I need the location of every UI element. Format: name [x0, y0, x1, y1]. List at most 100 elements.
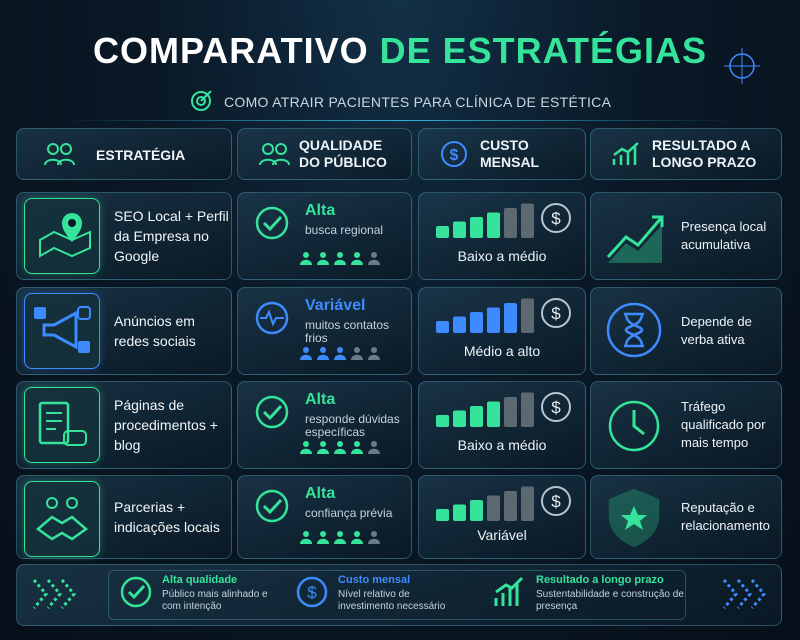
dollar-icon: $ — [541, 392, 571, 422]
row-cell — [237, 475, 412, 559]
person-icon — [334, 347, 346, 360]
header-label: CUSTO MENSAL — [480, 137, 540, 170]
person-icon — [368, 531, 380, 544]
dollar-icon: $ — [541, 486, 571, 516]
cost-level — [436, 486, 534, 521]
title: COMPARATIVO DE ESTRATÉGIAS — [0, 30, 800, 72]
person-head — [354, 252, 360, 258]
person-body — [317, 448, 329, 454]
cost-label: Baixo a médio — [457, 248, 547, 264]
person-body — [368, 538, 380, 544]
person-body — [368, 448, 380, 454]
cost-bar — [436, 321, 449, 333]
quality-note: busca regional — [305, 223, 384, 237]
row-cell — [590, 381, 782, 469]
svg-text:$: $ — [551, 304, 561, 323]
person-body — [351, 259, 363, 265]
cost-bar — [521, 392, 534, 427]
cost-bar — [436, 509, 449, 521]
person-icon — [300, 347, 312, 360]
person-body — [334, 354, 346, 360]
row-cell — [590, 192, 782, 280]
person-head — [303, 531, 309, 537]
person-body — [317, 538, 329, 544]
result-icon — [606, 215, 664, 263]
person-icon — [351, 347, 363, 360]
person-head — [303, 252, 309, 258]
quality-note: responde dúvidas específicas — [305, 412, 400, 439]
row-cell — [590, 287, 782, 375]
person-body — [368, 259, 380, 265]
cost-label: Médio a alto — [463, 343, 541, 359]
person-body — [351, 354, 363, 360]
legend-icon — [120, 576, 152, 608]
person-head — [303, 347, 309, 353]
audience-level — [300, 252, 380, 265]
subtitle: COMO ATRAIR PACIENTES PARA CLÍNICA DE ES… — [224, 94, 612, 110]
cost-bar — [504, 397, 517, 427]
person-body — [351, 538, 363, 544]
person-head — [337, 531, 343, 537]
header-cell — [418, 128, 586, 180]
quality-icon — [255, 395, 289, 429]
strategy-name: Anúncios em redes sociais — [114, 313, 196, 349]
person-icon — [300, 531, 312, 544]
person-icon — [317, 531, 329, 544]
person-body — [317, 354, 329, 360]
header-label: QUALIDADE DO PÚBLICO — [299, 137, 387, 170]
person-head — [371, 441, 377, 447]
person-body — [368, 354, 380, 360]
quality-note: muitos contatos frios — [305, 318, 390, 345]
quality-icon — [255, 301, 289, 335]
cost-label: Baixo a médio — [457, 437, 547, 453]
person-head — [371, 252, 377, 258]
person-head — [303, 441, 309, 447]
cost-bar — [487, 212, 500, 238]
person-icon — [351, 531, 363, 544]
person-body — [317, 259, 329, 265]
cost-level — [436, 392, 534, 427]
cost-bar — [470, 217, 483, 238]
person-icon — [317, 347, 329, 360]
header-icon — [612, 142, 639, 165]
cost-bar — [436, 415, 449, 427]
result-icon — [608, 400, 660, 452]
person-icon — [317, 441, 329, 454]
cost-bar — [470, 312, 483, 333]
strategy-name: Parcerias + indicações locais — [114, 499, 220, 535]
header-icon — [259, 143, 290, 166]
legend-inner — [108, 570, 686, 620]
cost-bar — [504, 491, 517, 521]
svg-text:$: $ — [551, 492, 561, 511]
header-cell — [237, 128, 412, 180]
person-icon — [334, 441, 346, 454]
cost-bar — [453, 221, 466, 238]
person-head — [320, 441, 326, 447]
header-icon — [44, 143, 75, 166]
header-cell — [590, 128, 782, 180]
legend-title: Resultado a longo prazo — [536, 574, 664, 586]
person-head — [320, 531, 326, 537]
legend-text: Sustentabilidade e construção de presenç… — [536, 589, 684, 612]
dollar-icon: $ — [541, 298, 571, 328]
person-head — [337, 441, 343, 447]
cost-bar — [504, 303, 517, 333]
header-label: RESULTADO A LONGO PRAZO — [652, 137, 757, 170]
cost-level — [436, 298, 534, 333]
person-icon — [368, 441, 380, 454]
audience-level — [300, 441, 380, 454]
audience-level — [300, 347, 380, 360]
strategy-icon — [39, 213, 91, 258]
legend-icon: $ — [296, 576, 328, 608]
header-icon: $ — [441, 141, 467, 167]
strategy-icon — [35, 497, 89, 541]
result-text: Presença local acumulativa — [681, 219, 767, 252]
divider — [60, 120, 740, 121]
person-body — [300, 259, 312, 265]
cost-bar — [521, 203, 534, 238]
cost-level — [436, 203, 534, 238]
result-text: Depende de verba ativa — [681, 314, 752, 347]
person-head — [354, 531, 360, 537]
